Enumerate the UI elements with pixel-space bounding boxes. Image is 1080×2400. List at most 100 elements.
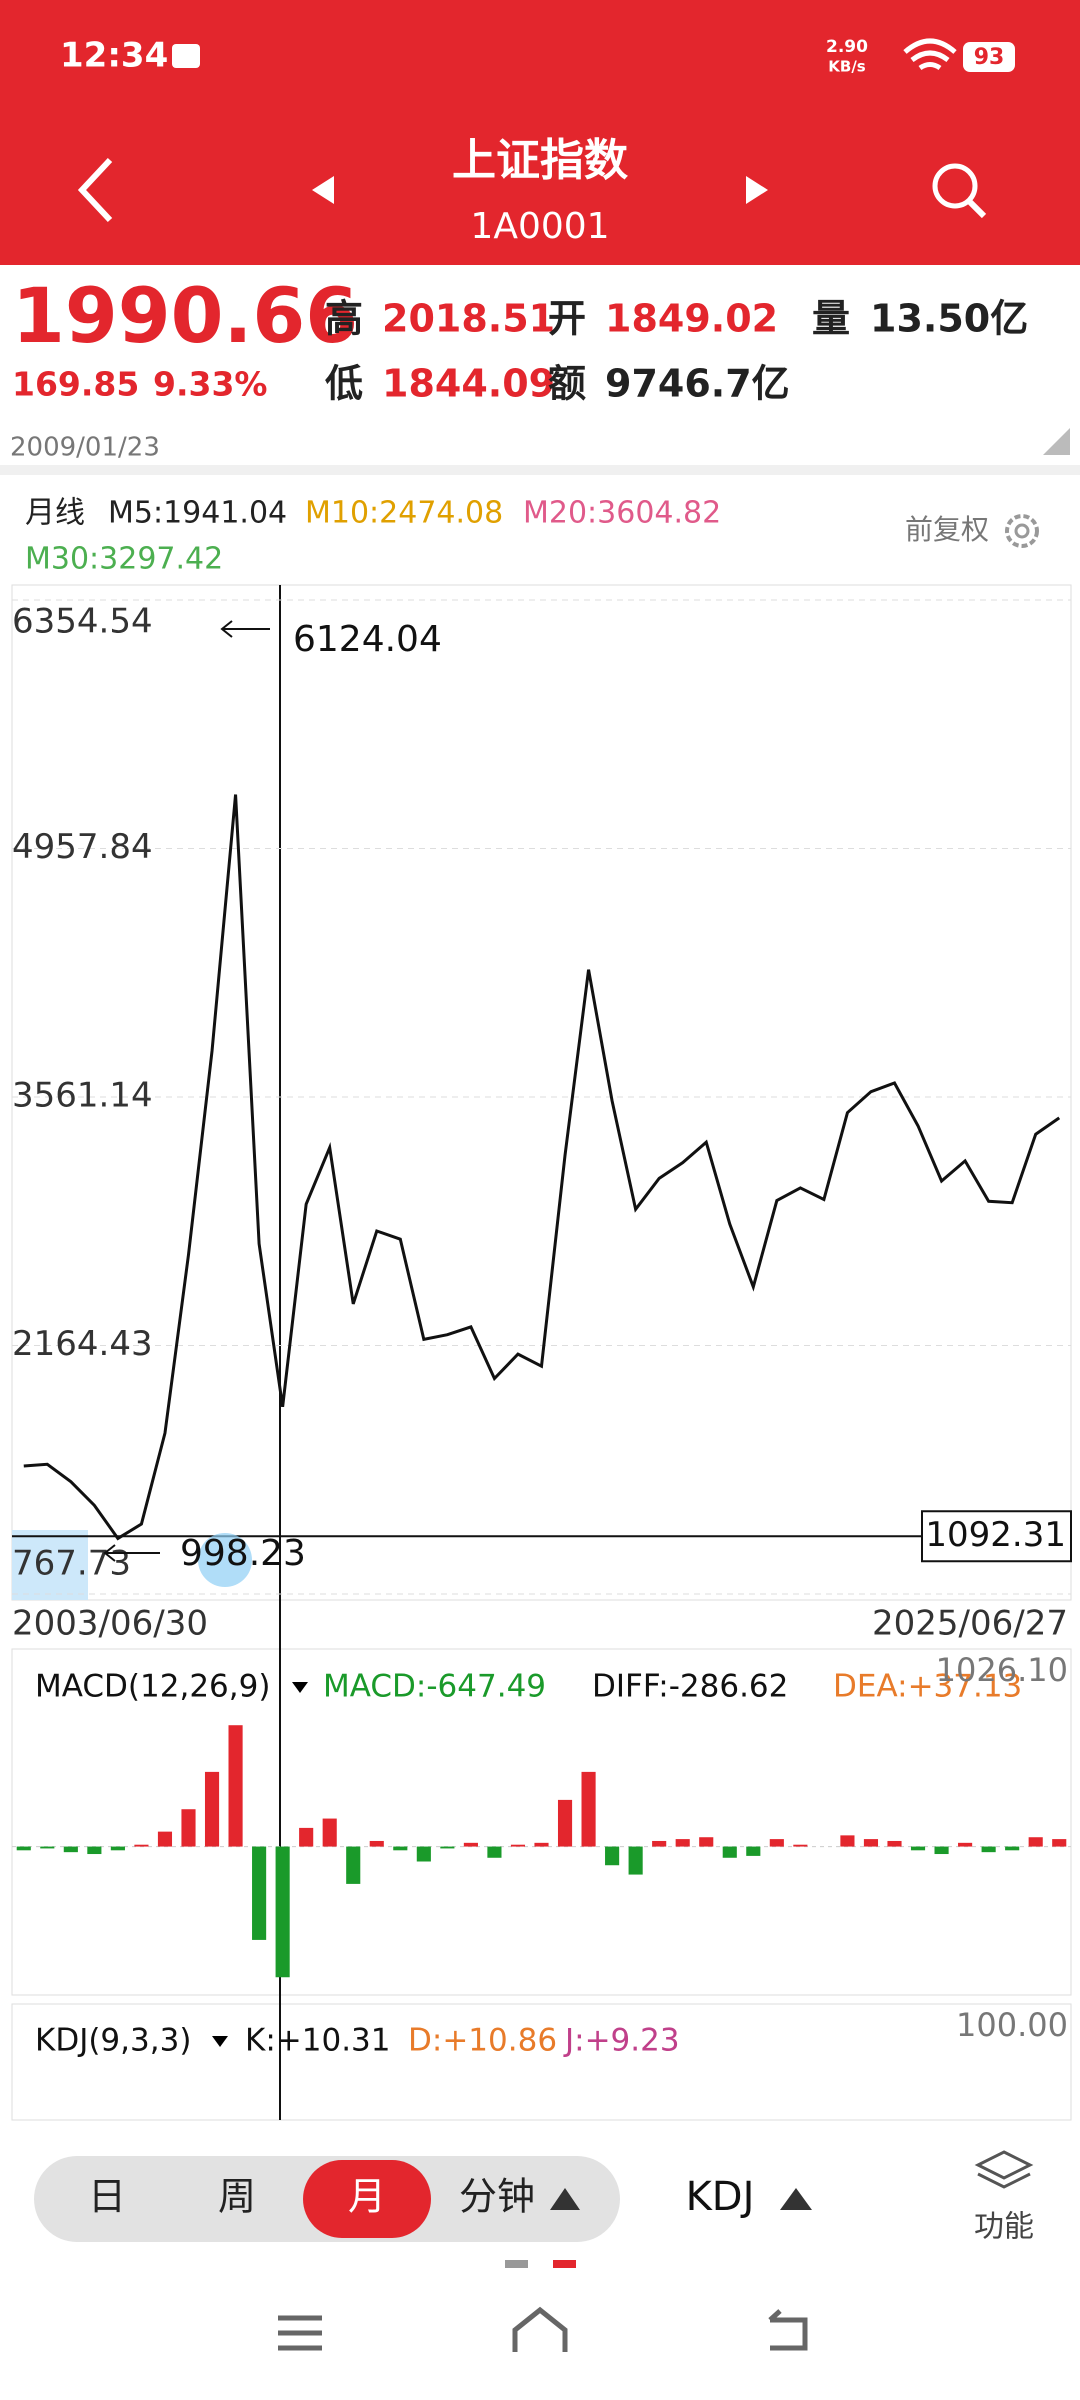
net-unit: KB/s <box>828 58 866 76</box>
price-line <box>23 794 1061 1541</box>
ma5: M5:1941.04 <box>108 496 287 531</box>
search-button[interactable] <box>932 163 987 219</box>
indicator-select[interactable]: KDJ <box>686 2174 755 2220</box>
quote-volume: 13.50亿 <box>870 297 1028 341</box>
macd-bar <box>440 1846 455 1849</box>
quote-amount: 9746.7亿 <box>605 362 790 406</box>
macd-bar <box>252 1846 267 1940</box>
macd-bar <box>605 1846 620 1866</box>
y-tick-label: 4957.84 <box>12 827 153 867</box>
battery-level: 93 <box>974 45 1005 70</box>
macd-bar <box>369 1840 384 1847</box>
ma20: M20:3604.82 <box>523 496 721 531</box>
macd-bar <box>228 1725 243 1847</box>
more-label[interactable]: 功能 <box>974 2210 1034 2245</box>
expand-corner[interactable] <box>1043 428 1070 455</box>
macd-bar <box>793 1844 808 1847</box>
macd-bar <box>840 1835 855 1847</box>
arrow-head <box>103 1544 116 1562</box>
nav-back[interactable] <box>768 2309 808 2351</box>
macd-bar <box>204 1771 220 1847</box>
quote-high: 2018.51 <box>382 297 555 341</box>
quote-amount-label: 额 <box>548 362 586 406</box>
macd-bar <box>534 1842 549 1847</box>
net-speed: 2.90 <box>826 37 868 57</box>
ma30: M30:3297.42 <box>25 542 223 577</box>
prev-stock[interactable] <box>312 176 334 204</box>
macd-bar <box>110 1846 125 1851</box>
macd-bar <box>181 1809 196 1847</box>
y-tick-label: 6354.54 <box>12 602 153 642</box>
period-tab[interactable]: 周 <box>218 2175 256 2219</box>
macd-bar <box>1005 1846 1020 1851</box>
macd-bar <box>910 1846 926 1851</box>
macd-bar <box>40 1846 55 1849</box>
macd-bar <box>581 1771 596 1847</box>
macd-bar <box>275 1846 290 1978</box>
next-stock[interactable] <box>746 176 768 204</box>
period-tab[interactable]: 分钟 <box>459 2175 535 2219</box>
back-button[interactable] <box>77 157 113 223</box>
separator <box>0 465 1080 475</box>
macd-bar <box>416 1846 431 1862</box>
kdj-title[interactable]: KDJ(9,3,3) <box>35 2023 191 2059</box>
y-tick-label: 3561.14 <box>12 1075 153 1115</box>
macd-bar <box>628 1846 643 1875</box>
dropdown-arrow[interactable] <box>292 1682 308 1693</box>
quote-change-pct: 9.33% <box>153 365 268 404</box>
low-marker: 998.23 <box>180 1533 306 1574</box>
k-value: K:+10.31 <box>245 2023 391 2059</box>
macd-bar <box>510 1844 526 1847</box>
arrow-head <box>220 620 233 638</box>
macd-frame <box>11 1648 1072 1996</box>
macd-title[interactable]: MACD(12,26,9) <box>35 1669 270 1705</box>
dropdown-arrow[interactable] <box>212 2036 228 2047</box>
status-time: 12:34 <box>60 36 168 76</box>
macd-bar <box>157 1831 173 1847</box>
macd-bar <box>487 1846 502 1858</box>
nav-menu[interactable] <box>278 2315 322 2351</box>
ma-period: 月线 <box>25 496 85 531</box>
period-tab[interactable]: 月 <box>348 2175 386 2219</box>
macd-bar <box>1052 1839 1067 1847</box>
x-start-label: 2003/06/30 <box>12 1604 208 1644</box>
macd-bar <box>675 1839 690 1847</box>
page-dot <box>505 2260 528 2268</box>
dropdown-arrow[interactable] <box>550 2188 580 2210</box>
macd-bar <box>134 1844 149 1847</box>
macd-bar <box>887 1840 902 1847</box>
quote-low-label: 低 <box>325 362 363 406</box>
quote-open: 1849.02 <box>605 297 778 341</box>
crosshair-label-box <box>921 1510 1072 1563</box>
period-selected <box>303 2160 431 2238</box>
y-tick-label: 100.00 <box>956 2006 1068 2044</box>
nav-home[interactable] <box>512 2306 568 2352</box>
quote-volume-label: 量 <box>812 297 850 341</box>
dropdown-arrow[interactable] <box>780 2188 812 2210</box>
period-tab[interactable]: 日 <box>88 2175 126 2219</box>
macd-bar <box>63 1846 78 1853</box>
settings-icon[interactable] <box>1005 514 1039 548</box>
y-tick-label: 767.73 <box>12 1544 131 1584</box>
ma10: M10:2474.08 <box>305 496 503 531</box>
d-value: D:+10.86 <box>408 2023 557 2059</box>
macd-bar <box>981 1846 996 1853</box>
stock-name: 上证指数 <box>452 135 628 186</box>
macd-bar <box>299 1827 314 1847</box>
macd-bar <box>463 1842 478 1847</box>
macd-bar <box>87 1846 102 1855</box>
battery-icon <box>963 42 1015 72</box>
macd-bar <box>863 1839 879 1847</box>
macd-bar <box>393 1846 408 1851</box>
dea-value: DEA:+37.13 <box>833 1669 1022 1705</box>
j-value: J:+9.23 <box>563 2023 680 2059</box>
axis-highlight <box>12 1530 88 1600</box>
macd-bar <box>746 1846 761 1856</box>
adjust-mode[interactable]: 前复权 <box>905 513 989 546</box>
macd-bar <box>934 1846 949 1855</box>
x-end-label: 2025/06/27 <box>872 1604 1068 1644</box>
macd-bar <box>322 1818 337 1847</box>
more-icon[interactable] <box>974 2150 1034 2189</box>
macd-bar <box>1028 1837 1043 1847</box>
crosshair-label: 1092.31 <box>925 1515 1066 1555</box>
